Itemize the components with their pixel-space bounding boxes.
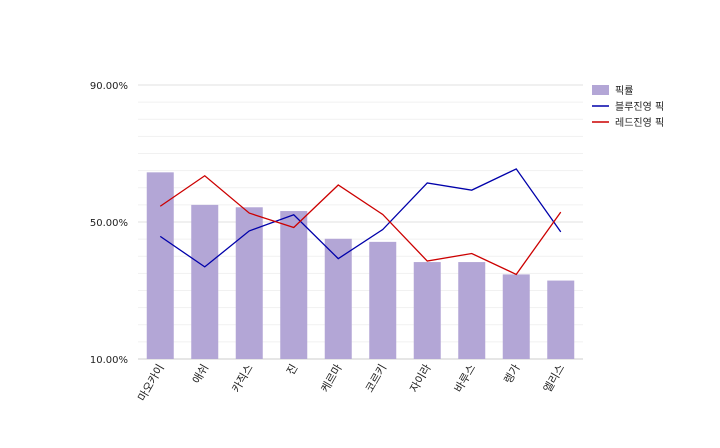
bar	[191, 204, 219, 359]
bar	[324, 238, 352, 359]
bar	[146, 172, 174, 359]
y-tick-label: 50.00%	[90, 218, 128, 229]
x-tick-label: 바루스	[452, 362, 478, 395]
legend-label: 레드진영 픽	[615, 117, 664, 129]
legend-label: 픽률	[615, 85, 633, 97]
y-tick-label: 90.00%	[90, 81, 128, 92]
bar	[280, 211, 308, 359]
x-tick-label: 진	[284, 362, 300, 377]
bar	[502, 274, 530, 359]
bar	[369, 241, 397, 359]
bar	[413, 262, 441, 359]
x-tick-label: 엘리스	[541, 362, 567, 395]
x-tick-label: 마오카이	[135, 362, 167, 404]
x-tick-label: 자이라	[407, 362, 433, 395]
legend-label: 블루진영 픽	[615, 101, 664, 113]
bar	[235, 207, 263, 359]
legend-swatch	[592, 85, 609, 95]
y-tick-label: 10.00%	[90, 355, 128, 366]
x-tick-label: 렝가	[501, 362, 522, 386]
x-tick-label: 코르키	[363, 362, 389, 395]
x-tick-label: 애쉬	[190, 362, 211, 386]
series-line	[159, 168, 562, 268]
bar	[547, 280, 575, 359]
x-tick-label: 카직스	[229, 362, 255, 395]
series-line	[159, 174, 562, 276]
x-tick-label: 케르마	[318, 362, 344, 395]
bar	[458, 262, 486, 359]
